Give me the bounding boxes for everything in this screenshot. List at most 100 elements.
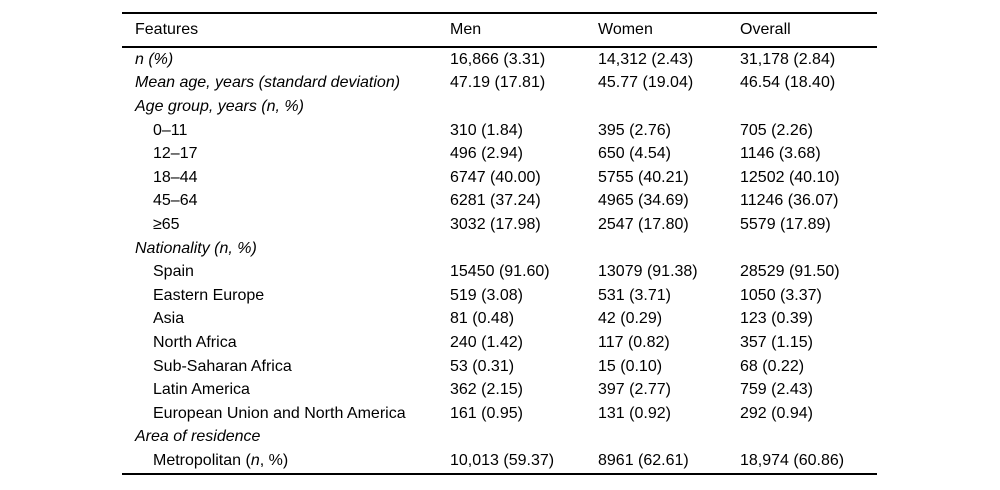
feature-label-text: 18–44 — [153, 169, 198, 186]
feature-label: ≥65 — [122, 217, 450, 233]
women-value: 117 (0.82) — [598, 334, 670, 351]
women-value: 45.77 (19.04) — [598, 75, 694, 92]
overall-value: 1146 (3.68) — [740, 146, 821, 163]
men-value: 362 (2.15) — [450, 382, 523, 399]
women-value: 13079 (91.38) — [598, 264, 698, 281]
men-value: 53 (0.31) — [450, 358, 515, 375]
overall-value: 18,974 (60.86) — [740, 452, 845, 469]
men-value: 15450 (91.60) — [450, 264, 550, 281]
men-value: 310 (1.84) — [450, 122, 523, 139]
feature-label-text: Latin America — [153, 382, 250, 399]
column-header-features: Features — [135, 22, 199, 38]
overall-value: 357 (1.15) — [740, 334, 813, 351]
women-value: 397 (2.77) — [598, 382, 671, 399]
feature-label: 0–11 — [122, 123, 450, 139]
feature-label: Area of residence — [122, 429, 450, 445]
feature-label-text: ≥65 — [153, 216, 180, 233]
overall-value: 28529 (91.50) — [740, 264, 840, 281]
table-row: Mean age, years (standard deviation) 47.… — [122, 72, 877, 96]
table-row: European Union and North America 161 (0.… — [122, 402, 877, 426]
overall-value: 31,178 (2.84) — [740, 51, 836, 68]
overall-value: 705 (2.26) — [740, 122, 813, 139]
table-body: n (%) 16,866 (3.31) 14,312 (2.43) 31,178… — [122, 48, 877, 473]
feature-label: 45–64 — [122, 193, 450, 209]
men-value: 496 (2.94) — [450, 146, 523, 163]
feature-label: Eastern Europe — [122, 288, 450, 304]
feature-label-text: European Union and North America — [153, 405, 406, 422]
women-value: 14,312 (2.43) — [598, 51, 694, 68]
men-value: 10,013 (59.37) — [450, 452, 555, 469]
men-value: 240 (1.42) — [450, 334, 523, 351]
feature-label-text: Area of residence — [135, 429, 261, 446]
women-value: 650 (4.54) — [598, 146, 671, 163]
feature-label: Latin America — [122, 382, 450, 398]
women-value: 8961 (62.61) — [598, 452, 689, 469]
feature-label-text: 0–11 — [153, 122, 188, 139]
men-value: 519 (3.08) — [450, 287, 523, 304]
demographics-table: Features Men Women Overall n (%) 16,866 … — [122, 12, 877, 475]
feature-label: Sub-Saharan Africa — [122, 359, 450, 375]
overall-value: 1050 (3.37) — [740, 287, 822, 304]
women-value: 15 (0.10) — [598, 358, 663, 375]
table-row: Eastern Europe 519 (3.08) 531 (3.71) 105… — [122, 284, 877, 308]
feature-label-text: Mean age, years (standard deviation) — [135, 75, 401, 92]
women-value: 4965 (34.69) — [598, 193, 689, 210]
feature-label-text: Metropolitan ( — [153, 452, 251, 469]
feature-label-text: North Africa — [153, 334, 237, 351]
men-value: 6281 (37.24) — [450, 193, 541, 210]
men-value: 3032 (17.98) — [450, 216, 541, 233]
feature-label: North Africa — [122, 335, 450, 351]
table-row: ≥65 3032 (17.98) 2547 (17.80) 5579 (17.8… — [122, 213, 877, 237]
feature-label: Age group, years (n, %) — [122, 99, 450, 115]
table-row: 18–44 6747 (40.00) 5755 (40.21) 12502 (4… — [122, 166, 877, 190]
feature-label-suffix: , %) — [259, 452, 289, 469]
feature-label-text: Sub-Saharan Africa — [153, 358, 292, 375]
table-row: 0–11 310 (1.84) 395 (2.76) 705 (2.26) — [122, 119, 877, 143]
women-value: 395 (2.76) — [598, 122, 671, 139]
men-value: 16,866 (3.31) — [450, 51, 546, 68]
column-header-women: Women — [598, 22, 653, 38]
feature-label: Asia — [122, 311, 450, 327]
men-value: 47.19 (17.81) — [450, 75, 546, 92]
feature-label-text: Age group, years (n, %) — [135, 98, 304, 115]
women-value: 5755 (40.21) — [598, 169, 689, 186]
feature-label-text: Spain — [153, 264, 194, 281]
overall-value: 292 (0.94) — [740, 405, 813, 422]
table-row: Metropolitan (n, %) 10,013 (59.37) 8961 … — [122, 449, 877, 473]
feature-label-text: 45–64 — [153, 193, 198, 210]
men-value: 81 (0.48) — [450, 311, 515, 328]
feature-label-text: n (%) — [135, 51, 174, 68]
feature-label: Metropolitan (n, %) — [122, 453, 450, 469]
overall-value: 759 (2.43) — [740, 382, 813, 399]
overall-value: 5579 (17.89) — [740, 216, 831, 233]
overall-value: 68 (0.22) — [740, 358, 805, 375]
women-value: 2547 (17.80) — [598, 216, 689, 233]
feature-label: Mean age, years (standard deviation) — [122, 75, 450, 91]
women-value: 131 (0.92) — [598, 405, 671, 422]
table-row: Area of residence — [122, 426, 877, 450]
feature-label: 12–17 — [122, 146, 450, 162]
table-row: 12–17 496 (2.94) 650 (4.54) 1146 (3.68) — [122, 142, 877, 166]
column-header-overall: Overall — [740, 22, 791, 38]
feature-label-text: Nationality (n, %) — [135, 240, 257, 257]
feature-label-text: 12–17 — [153, 146, 198, 163]
table-row: Spain 15450 (91.60) 13079 (91.38) 28529 … — [122, 260, 877, 284]
feature-label: 18–44 — [122, 170, 450, 186]
table-row: 45–64 6281 (37.24) 4965 (34.69) 11246 (3… — [122, 190, 877, 214]
women-value: 42 (0.29) — [598, 311, 663, 328]
overall-value: 123 (0.39) — [740, 311, 813, 328]
women-value: 531 (3.71) — [598, 287, 671, 304]
table-row: Sub-Saharan Africa 53 (0.31) 15 (0.10) 6… — [122, 355, 877, 379]
table-row: Nationality (n, %) — [122, 237, 877, 261]
feature-label-italic-part: n — [250, 452, 260, 469]
feature-label: Nationality (n, %) — [122, 241, 450, 257]
table-row: North Africa 240 (1.42) 117 (0.82) 357 (… — [122, 331, 877, 355]
overall-value: 46.54 (18.40) — [740, 75, 836, 92]
table-header-row: Features Men Women Overall — [122, 14, 877, 48]
feature-label: European Union and North America — [122, 406, 450, 422]
overall-value: 12502 (40.10) — [740, 169, 840, 186]
table-row: Asia 81 (0.48) 42 (0.29) 123 (0.39) — [122, 308, 877, 332]
table-row: Age group, years (n, %) — [122, 95, 877, 119]
overall-value: 11246 (36.07) — [740, 193, 839, 210]
feature-label: n (%) — [122, 52, 450, 68]
